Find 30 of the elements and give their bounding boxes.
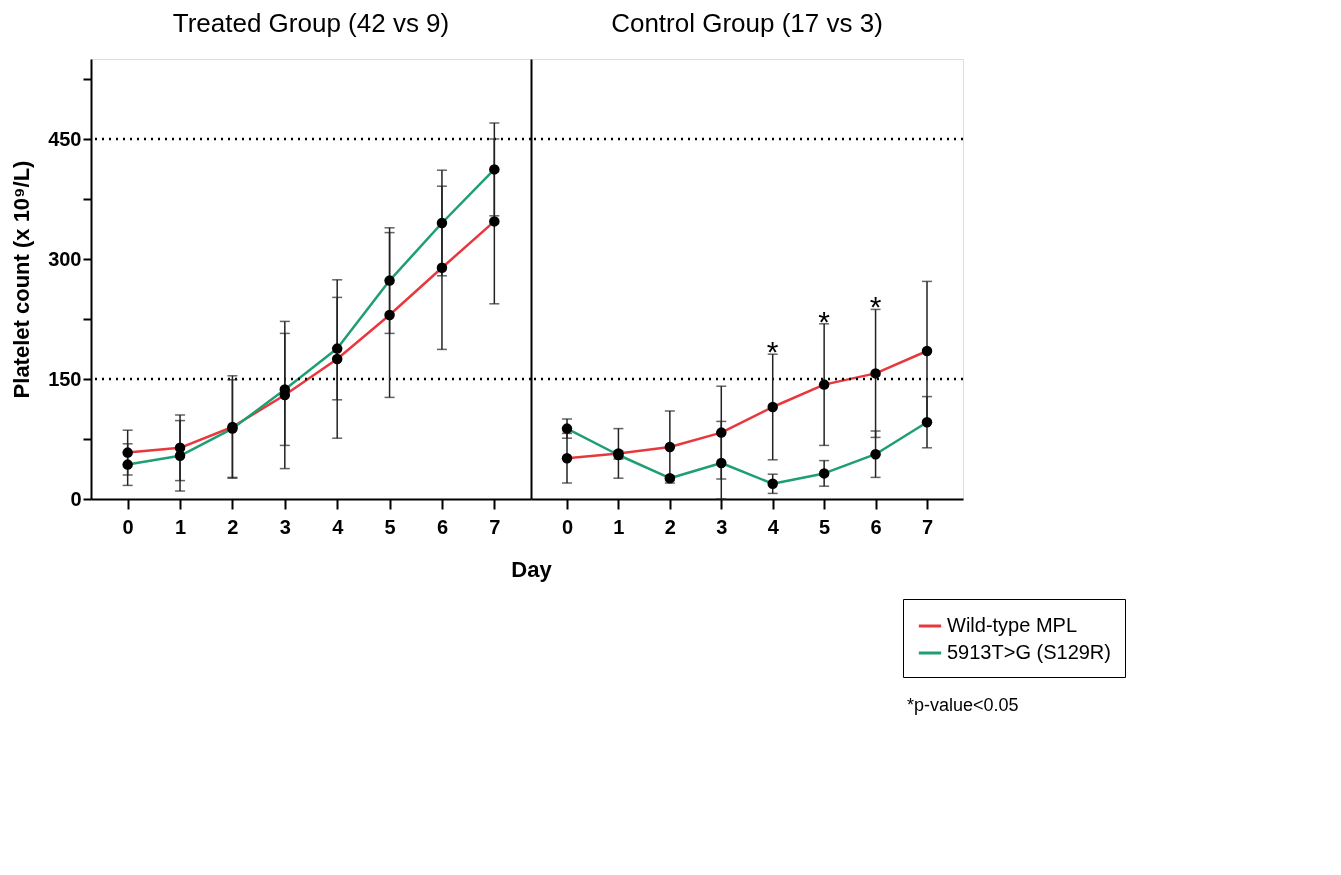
legend-label: 5913T>G (S129R) <box>947 641 1111 663</box>
annotation: * <box>766 335 779 369</box>
legend-label: Wild-type MPL <box>947 614 1078 636</box>
text: *p-value<0.05 <box>907 695 1019 715</box>
x-tick-label: 5 <box>384 515 396 538</box>
y-tick-label: 300 <box>48 247 82 270</box>
x-tick-label: 2 <box>227 515 239 538</box>
x-tick-label: 4 <box>332 515 345 538</box>
x-tick-label: 6 <box>436 515 449 538</box>
x-tick-label: 2 <box>664 515 676 538</box>
y-tick-label: 150 <box>48 367 82 390</box>
x-axis-title: Day <box>511 556 553 582</box>
x-tick-label: 7 <box>489 515 501 538</box>
x-tick-label: 1 <box>613 515 625 538</box>
x-tick-label: 0 <box>122 515 134 538</box>
y-tick-label: 0 <box>70 487 82 510</box>
x-tick-label: 7 <box>921 515 934 538</box>
x-tick-label: 3 <box>279 515 291 538</box>
annotation: * <box>818 304 831 338</box>
chart-title: Treated Group (42 vs 9) <box>172 8 450 38</box>
y-axis-title: Platelet count (x 10⁹/L) <box>9 160 35 399</box>
x-tick-label: 6 <box>870 515 882 538</box>
x-tick-label: 5 <box>819 515 831 538</box>
x-tick-label: 4 <box>767 515 780 538</box>
chart-title: Control Group (17 vs 3) <box>611 8 883 38</box>
x-tick-label: 1 <box>174 515 187 538</box>
y-tick-label: 450 <box>48 127 82 150</box>
x-tick-label: 0 <box>561 515 574 538</box>
x-tick-label: 3 <box>716 515 728 538</box>
annotation: * <box>869 290 882 324</box>
